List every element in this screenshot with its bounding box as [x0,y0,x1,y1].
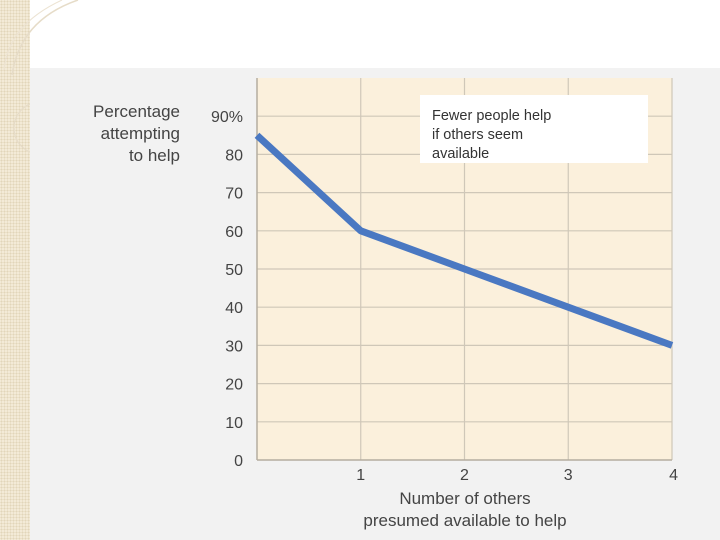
decorative-strip [0,0,30,540]
y-tick-label-80: 80 [225,147,243,164]
y-axis-label: Percentage attempting to help [93,102,180,165]
x-tick-label-2: 2 [460,467,469,484]
axes [256,78,672,461]
y-tick-label-20: 20 [225,377,243,394]
annotation-box: Fewer people help if others seem availab… [420,95,648,163]
x-axis-label-line-2: presumed available to help [363,511,566,530]
y-tick-label-90: 90% [211,109,243,126]
tick-labels: 0 10 20 30 40 50 60 70 80 90% 1 2 3 4 [211,109,678,484]
y-tick-label-10: 10 [225,415,243,432]
y-tick-label-30: 30 [225,338,243,355]
x-axis-label: Number of others presumed available to h… [363,489,566,530]
annotation-line-1: Fewer people help [432,108,551,124]
y-tick-label-0: 0 [234,453,243,470]
y-axis-label-line-3: to help [129,146,180,165]
y-tick-label-50: 50 [225,262,243,279]
x-tick-label-4: 4 [669,467,678,484]
annotation-line-2: if others seem [432,127,523,143]
y-tick-label-70: 70 [225,186,243,203]
annotation-line-3: available [432,146,489,162]
data-series [254,132,674,349]
x-tick-label-3: 3 [564,467,573,484]
x-axis-label-line-1: Number of others [399,489,530,508]
y-tick-label-60: 60 [225,224,243,241]
x-tick-label-1: 1 [356,467,365,484]
y-axis-label-line-1: Percentage [93,102,180,121]
annotation-background [420,95,648,163]
y-tick-label-40: 40 [225,300,243,317]
y-axis-label-line-2: attempting [101,124,180,143]
